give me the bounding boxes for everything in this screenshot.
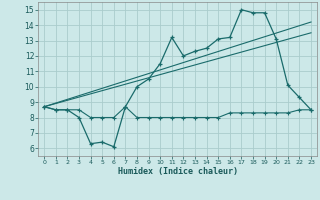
X-axis label: Humidex (Indice chaleur): Humidex (Indice chaleur) — [118, 167, 238, 176]
